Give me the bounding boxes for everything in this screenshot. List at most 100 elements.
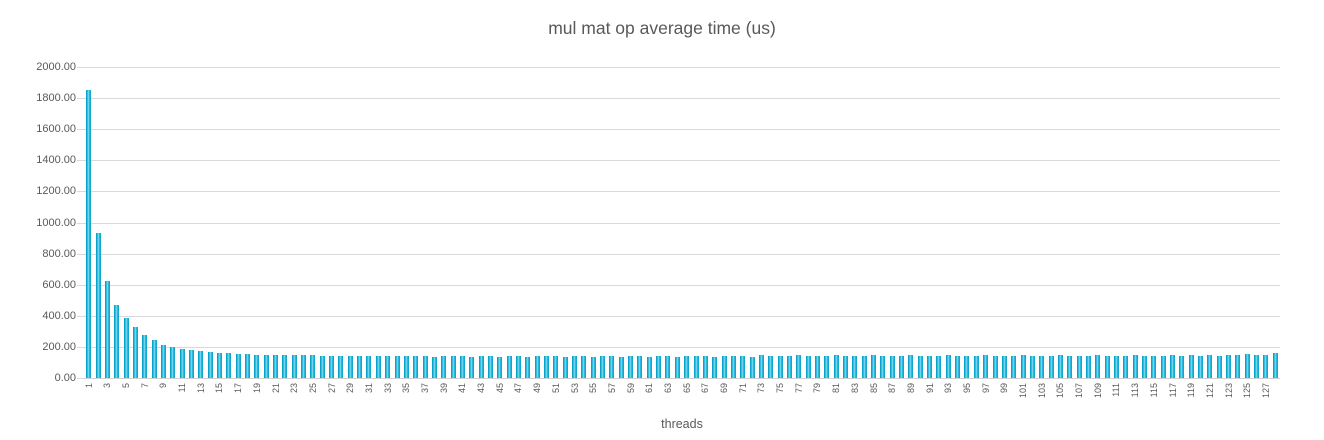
x-tick-label: 43 — [476, 383, 487, 394]
bar-thread-31 — [366, 356, 372, 378]
bar-thread-6 — [132, 327, 138, 378]
bar-thread-73 — [758, 355, 764, 378]
bar-thread-14 — [207, 352, 213, 378]
bar-thread-121 — [1207, 354, 1213, 378]
x-tick-label: 119 — [1186, 383, 1197, 398]
x-tick-label: 25 — [307, 383, 318, 394]
y-tick-label: 1000.00 — [36, 216, 76, 229]
x-tick-label: 3 — [102, 383, 113, 389]
x-tick-label: 35 — [401, 383, 412, 394]
bar-thread-58 — [618, 356, 624, 378]
y-tick-label: 0.00 — [54, 372, 76, 384]
x-tick-label: 97 — [980, 383, 991, 394]
bar-thread-32 — [375, 356, 381, 378]
bar-thread-20 — [263, 354, 269, 378]
bar-thread-36 — [413, 356, 419, 378]
gridline — [84, 191, 1280, 193]
x-tick-label: 79 — [812, 383, 823, 394]
x-tick-label: 29 — [345, 383, 356, 394]
bar-thread-125 — [1244, 354, 1250, 378]
x-tick-label: 21 — [270, 383, 281, 394]
bar-thread-124 — [1235, 354, 1241, 378]
bar-thread-15 — [216, 352, 222, 378]
bar-thread-82 — [843, 356, 849, 378]
x-tick-label: 115 — [1148, 383, 1159, 398]
x-tick-label: 59 — [625, 383, 636, 394]
x-tick-label: 89 — [905, 383, 916, 394]
x-tick-label: 113 — [1130, 383, 1141, 398]
x-tick-label: 71 — [737, 383, 748, 394]
y-tick-label: 400.00 — [42, 309, 76, 322]
x-tick-label: 103 — [1036, 383, 1047, 399]
y-tick-label: 800.00 — [42, 247, 76, 260]
bar-thread-88 — [899, 356, 905, 378]
bar-thread-114 — [1142, 355, 1148, 378]
x-axis-line — [84, 378, 1280, 379]
bar-thread-77 — [796, 355, 802, 378]
bar-thread-12 — [188, 350, 194, 378]
x-tick-label: 13 — [195, 383, 206, 394]
x-tick-label: 15 — [214, 383, 225, 394]
bar-thread-29 — [347, 355, 353, 378]
bar-thread-102 — [1029, 356, 1035, 378]
y-tick-mark — [77, 222, 84, 224]
bar-thread-100 — [1011, 355, 1017, 378]
x-tick-label: 19 — [251, 383, 262, 394]
bar-thread-27 — [329, 355, 335, 378]
bar-thread-78 — [805, 356, 811, 378]
x-tick-label: 33 — [382, 383, 393, 394]
x-tick-label: 61 — [644, 383, 655, 394]
x-tick-label: 107 — [1074, 383, 1085, 399]
x-tick-label: 77 — [793, 383, 804, 394]
bar-thread-95 — [964, 356, 970, 378]
x-tick-label: 111 — [1111, 383, 1122, 397]
bar-thread-94 — [955, 356, 961, 378]
bar-thread-44 — [487, 356, 493, 378]
bar-thread-46 — [506, 356, 512, 378]
bar-thread-11 — [179, 348, 185, 378]
bar-thread-97 — [983, 355, 989, 378]
bar-thread-13 — [198, 351, 204, 378]
x-tick-label: 55 — [588, 383, 599, 394]
bar-thread-65 — [684, 355, 690, 378]
x-tick-label: 27 — [326, 383, 337, 394]
bar-thread-63 — [665, 356, 671, 378]
bar-thread-108 — [1085, 355, 1091, 378]
bar-thread-26 — [319, 355, 325, 378]
x-tick-label: 31 — [363, 383, 374, 394]
x-tick-label: 101 — [1018, 383, 1029, 399]
bar-thread-69 — [721, 355, 727, 378]
x-tick-label: 5 — [121, 383, 132, 389]
y-tick-label: 2000.00 — [36, 61, 76, 73]
bar-thread-43 — [478, 356, 484, 378]
bar-thread-30 — [357, 355, 363, 378]
x-tick-label: 85 — [868, 383, 879, 394]
x-tick-label: 109 — [1092, 383, 1103, 399]
bar-thread-72 — [749, 356, 755, 378]
x-tick-label: 67 — [700, 383, 711, 394]
bar-thread-122 — [1216, 355, 1222, 378]
bar-thread-17 — [235, 353, 241, 378]
bar-thread-119 — [1188, 355, 1194, 378]
bar-thread-34 — [394, 355, 400, 378]
bar-thread-21 — [273, 354, 279, 378]
bar-thread-41 — [459, 355, 465, 378]
bar-thread-86 — [880, 356, 886, 378]
bar-thread-101 — [1020, 355, 1026, 378]
x-tick-label: 121 — [1204, 383, 1215, 399]
bar-thread-104 — [1048, 356, 1054, 378]
bar-thread-42 — [469, 356, 475, 378]
x-tick-label: 117 — [1167, 383, 1178, 398]
x-tick-label: 37 — [420, 383, 431, 394]
y-tick-mark — [77, 67, 84, 68]
y-tick-label: 1400.00 — [36, 154, 76, 167]
bar-thread-56 — [600, 356, 606, 378]
x-tick-label: 81 — [831, 383, 842, 394]
x-tick-label: 75 — [775, 383, 786, 394]
x-tick-label: 83 — [849, 383, 860, 394]
y-tick-mark — [77, 253, 84, 255]
bar-thread-49 — [534, 355, 540, 378]
bar-thread-5 — [123, 318, 129, 378]
x-tick-label: 39 — [438, 383, 449, 394]
bar-thread-128 — [1272, 353, 1278, 378]
